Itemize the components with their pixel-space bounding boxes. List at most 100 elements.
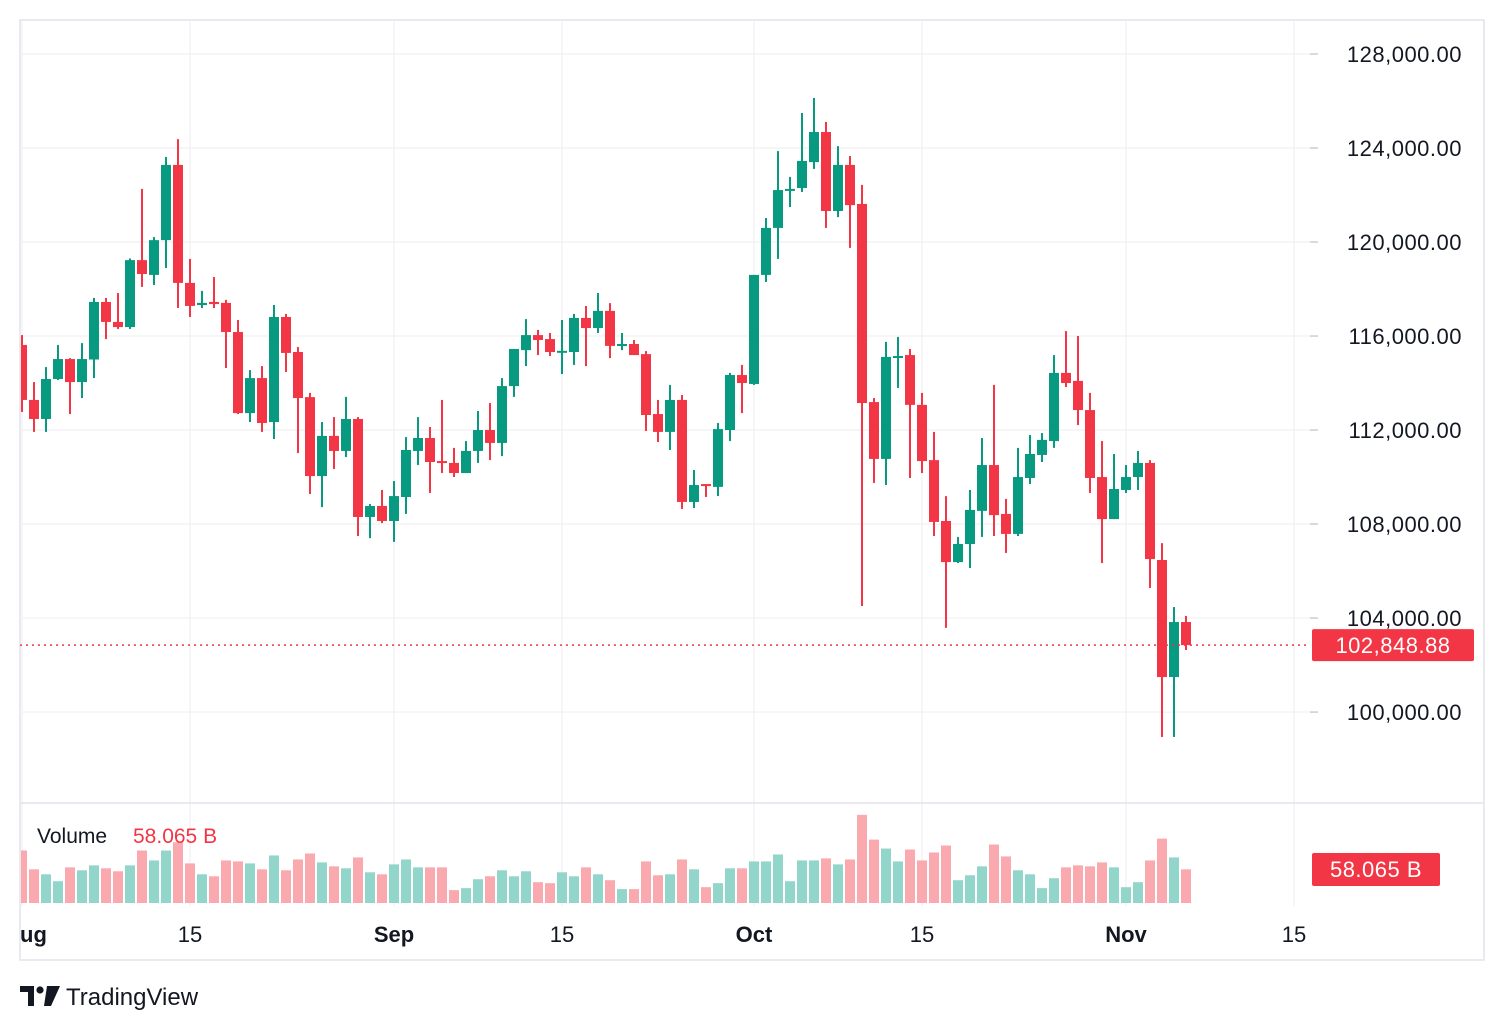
candle-body [1037, 439, 1047, 455]
candle [569, 313, 579, 365]
candle-body [929, 460, 939, 522]
candle-body [1001, 513, 1011, 534]
volume-bar [1097, 862, 1107, 903]
volume-bar [185, 863, 195, 903]
candle [365, 504, 375, 539]
candle-body [593, 310, 603, 329]
candle-body [161, 164, 171, 241]
candle [197, 290, 207, 309]
volume-bar [641, 861, 651, 903]
candle-body [329, 435, 339, 451]
volume-bar [785, 881, 795, 903]
price-tick-label: 120,000.00 [1347, 230, 1462, 255]
candle [545, 332, 555, 356]
volume-bar [137, 850, 147, 903]
candle [665, 384, 675, 451]
volume-bar [689, 869, 699, 903]
candle-body [401, 450, 411, 498]
candle-body [965, 509, 975, 545]
candle-body [773, 190, 783, 228]
volume-bar [677, 859, 687, 903]
candle-body [1097, 477, 1107, 520]
candle-body [29, 399, 39, 419]
candle-body [725, 375, 735, 431]
candle-body [21, 344, 27, 400]
volume-bar [365, 872, 375, 903]
price-tick-label: 108,000.00 [1347, 512, 1462, 537]
candle [941, 496, 951, 628]
time-tick-label: 15 [550, 922, 574, 947]
candle-body [1145, 462, 1155, 560]
volume-bar [401, 859, 411, 903]
candle-body [977, 465, 987, 511]
time-tick-label: Nov [1105, 922, 1147, 947]
volume-bar [269, 855, 279, 903]
price-axis[interactable]: 128,000.00 124,000.00 120,000.00 116,000.00… [1310, 42, 1462, 725]
candle-body [269, 316, 279, 423]
candle-body [857, 203, 867, 404]
tradingview-logo-icon [20, 986, 60, 1006]
candle-body [389, 496, 399, 521]
volume-bar [221, 860, 231, 903]
candle [101, 297, 111, 340]
candle-body [557, 350, 567, 353]
candle [329, 417, 339, 470]
volume-bar [377, 874, 387, 903]
candle [401, 437, 411, 514]
volume-bar [881, 848, 891, 903]
tradingview-logo-text: TradingView [66, 984, 199, 1011]
candle-body [677, 399, 687, 502]
candle-body [821, 132, 831, 211]
candle [473, 410, 483, 463]
candle [845, 155, 855, 248]
candle [245, 370, 255, 423]
candle [557, 320, 567, 375]
time-tick-label: 15 [910, 922, 934, 947]
volume-bar [893, 861, 903, 903]
candle-body [1121, 477, 1131, 490]
candle [1145, 460, 1155, 588]
volume-bars [21, 814, 1191, 903]
volume-bar [317, 862, 327, 903]
volume-bar [89, 865, 99, 903]
candle [761, 218, 771, 282]
candle-body [173, 164, 183, 283]
tradingview-logo[interactable]: TradingView [20, 984, 199, 1011]
candle-body [209, 301, 219, 305]
candle [701, 484, 711, 498]
candle-body [449, 462, 459, 474]
candle [1049, 355, 1059, 448]
volume-bar [485, 876, 495, 903]
candle [725, 372, 735, 442]
volume-bar [701, 887, 711, 903]
volume-bar [713, 883, 723, 903]
candle-body [485, 430, 495, 443]
candle-body [257, 378, 267, 423]
volume-bar [1025, 874, 1035, 903]
candle-body [1181, 622, 1191, 646]
candle [485, 403, 495, 461]
candle-body [833, 164, 843, 211]
volume-bar [809, 860, 819, 903]
candle-body [581, 317, 591, 329]
candle [953, 536, 963, 564]
volume-bar [1049, 878, 1059, 903]
candle-body [845, 164, 855, 206]
candle [125, 258, 135, 329]
volume-bar [413, 867, 423, 903]
candle [893, 336, 903, 388]
candle [389, 481, 399, 542]
candle [113, 293, 123, 329]
time-axis[interactable]: ug 15 Sep 15 Oct 15 Nov 15 [20, 922, 1306, 947]
candle [689, 469, 699, 509]
volume-bar [293, 859, 303, 903]
volume-bar [521, 871, 531, 903]
candle-body [1025, 454, 1035, 478]
price-tick-label: 112,000.00 [1349, 418, 1462, 443]
candle-body [65, 359, 75, 383]
volume-bar [557, 872, 567, 903]
volume-bar [821, 858, 831, 903]
volume-bar [953, 880, 963, 903]
candle [21, 335, 27, 412]
